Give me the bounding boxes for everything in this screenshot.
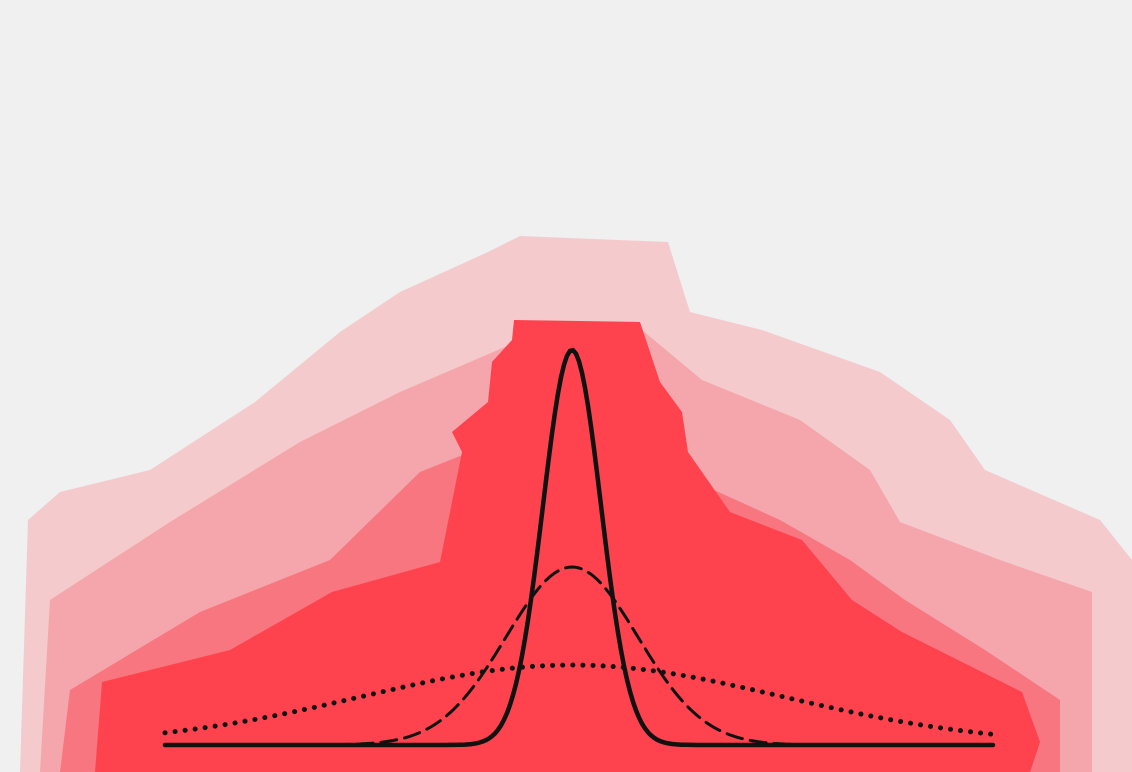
narrow-solid-curve: [162, 347, 996, 748]
curves: [162, 347, 996, 748]
paint-layer-core: [95, 320, 1040, 772]
wide-dotted-curve: [162, 662, 996, 737]
